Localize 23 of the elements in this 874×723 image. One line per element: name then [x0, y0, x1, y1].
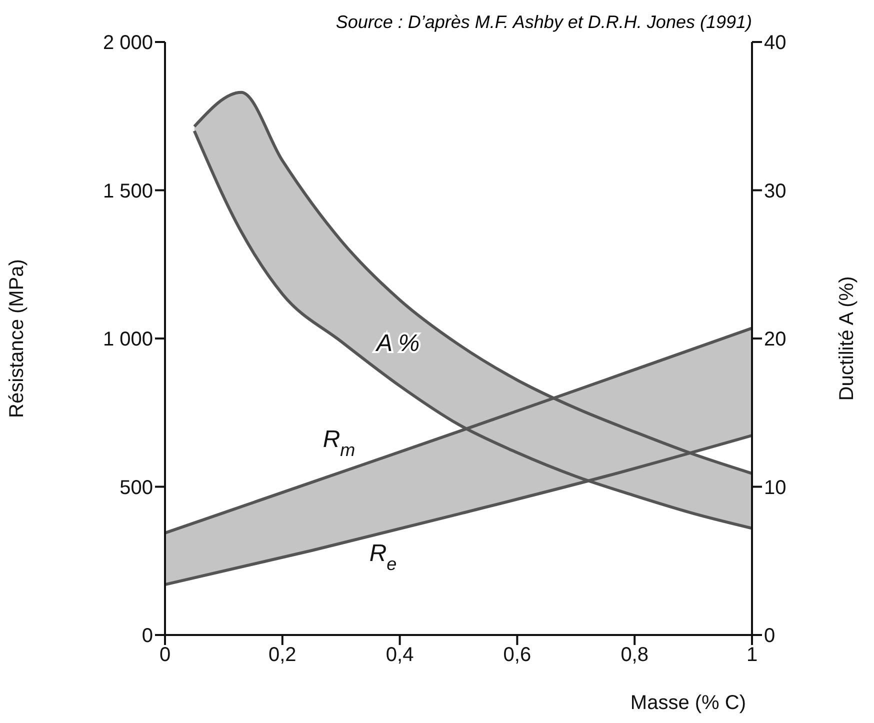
y2-tick-label: 40: [764, 32, 786, 54]
y2-tick-label: 20: [764, 328, 786, 351]
x-axis-title: Masse (% C): [630, 692, 746, 714]
y-tick-label: 2 000: [102, 32, 153, 54]
y-tick-label: 1 000: [102, 328, 153, 351]
x-tick-label: 0,2: [268, 644, 296, 666]
x-tick-label: 0: [159, 644, 171, 666]
y2-tick-label: 30: [764, 180, 786, 202]
y-tick-label: 1 500: [102, 180, 153, 202]
source-note: Source : D’après M.F. Ashby et D.R.H. Jones (1991): [336, 12, 752, 33]
y-axis-title: Résistance (MPa): [6, 259, 28, 418]
x-tick-label: 0,8: [620, 644, 649, 666]
y-tick-label: 500: [120, 476, 153, 499]
y2-tick-label: 10: [764, 476, 786, 499]
y-tick-label: 0: [142, 625, 153, 648]
annotation: R$_{e}$: [369, 540, 397, 574]
x-tick-label: 0,6: [503, 644, 532, 666]
x-tick-label: 0,4: [386, 644, 414, 666]
y2-axis-title: Ductilité A (%): [836, 276, 858, 401]
annotation: R$_{m}$: [322, 426, 356, 460]
y2-tick-label: 0: [764, 625, 776, 648]
x-tick-label: 1: [746, 644, 758, 666]
annotation: A %: [374, 330, 420, 358]
